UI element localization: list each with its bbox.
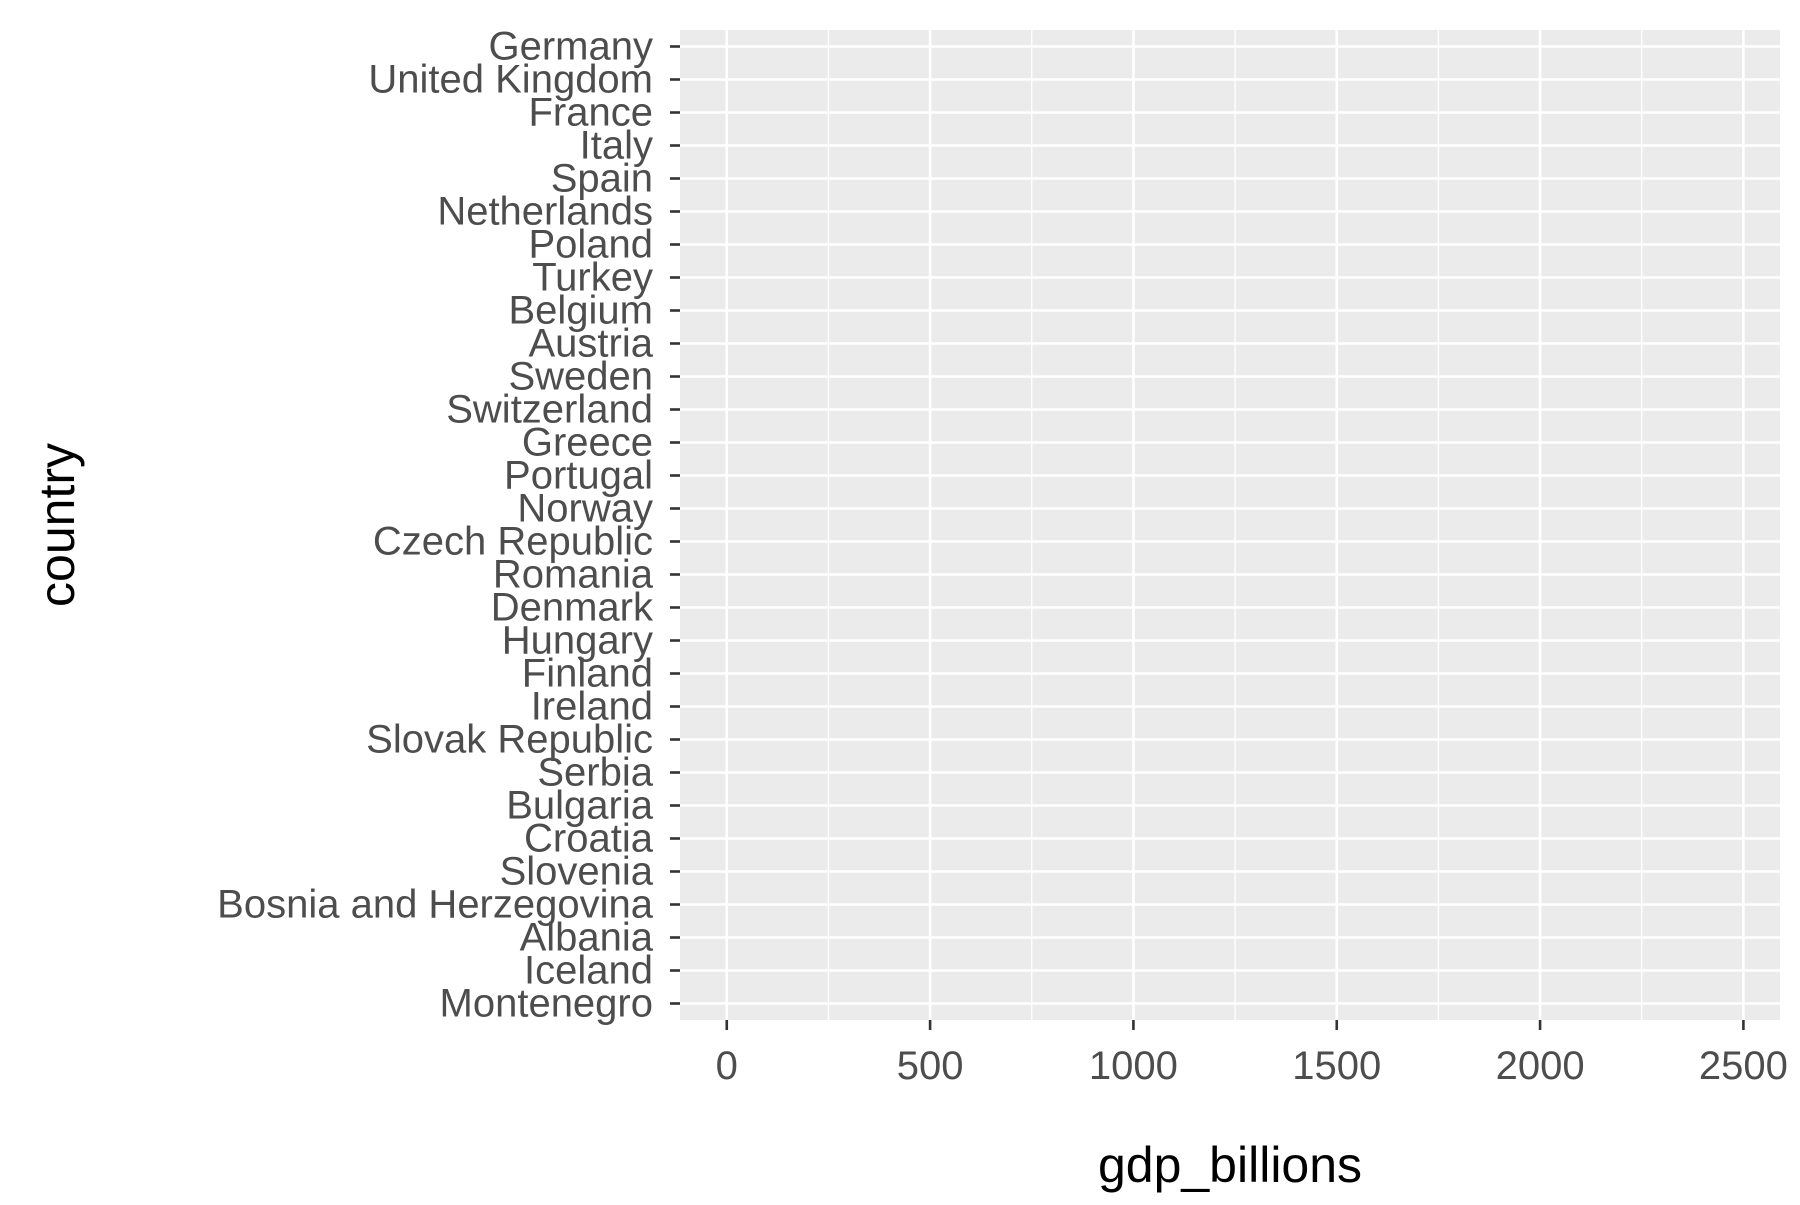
x-tick-label: 500 <box>897 1044 964 1088</box>
chart-panel <box>680 30 1780 1020</box>
x-axis: 0 500 1000 1500 2000 2500 <box>716 1020 1788 1088</box>
y-tick-label: Iceland <box>524 949 653 993</box>
y-tick-label: Norway <box>517 487 653 531</box>
x-tick-label: 2500 <box>1699 1044 1788 1088</box>
y-tick-label: Serbia <box>537 751 653 795</box>
y-tick-label: United Kingdom <box>368 58 653 102</box>
y-tick-label: Portugal <box>504 454 653 498</box>
y-tick-label: Czech Republic <box>373 520 653 564</box>
y-tick-label: Hungary <box>502 619 653 663</box>
x-tick-label: 1500 <box>1292 1044 1381 1088</box>
y-tick-label: Albania <box>520 916 654 960</box>
y-tick-label: Greece <box>522 421 653 465</box>
y-tick-label: Denmark <box>491 586 654 630</box>
y-tick-label: Netherlands <box>437 190 653 234</box>
y-tick-label: Bosnia and Herzegovina <box>217 883 654 927</box>
x-tick-label: 0 <box>716 1044 738 1088</box>
y-tick-label: France <box>529 91 654 135</box>
y-tick-label: Slovenia <box>500 850 654 894</box>
grid-major-lines <box>680 30 1780 1020</box>
x-tick-label: 2000 <box>1496 1044 1585 1088</box>
y-tick-label: Belgium <box>508 289 653 333</box>
x-axis-title: gdp_billions <box>1098 1137 1362 1193</box>
y-tick-label: Spain <box>551 157 653 201</box>
y-tick-label: Slovak Republic <box>366 718 653 762</box>
y-tick-label: Finland <box>522 652 653 696</box>
y-tick-label: Croatia <box>524 817 654 861</box>
y-tick-label: Montenegro <box>440 982 653 1026</box>
y-tick-label: Poland <box>528 223 653 267</box>
grid-minor-lines <box>827 30 1643 1020</box>
x-tick-label: 1000 <box>1089 1044 1178 1088</box>
y-axis-title: country <box>29 443 85 607</box>
y-tick-label: Switzerland <box>446 388 653 432</box>
y-tick-label: Germany <box>489 25 654 69</box>
y-tick-label: Romania <box>493 553 654 597</box>
y-tick-label: Austria <box>529 322 654 366</box>
y-tick-label: Sweden <box>508 355 653 399</box>
y-tick-label: Ireland <box>531 685 653 729</box>
y-tick-label: Italy <box>580 124 653 168</box>
y-tick-label: Turkey <box>532 256 653 300</box>
y-tick-label: Bulgaria <box>506 784 654 828</box>
